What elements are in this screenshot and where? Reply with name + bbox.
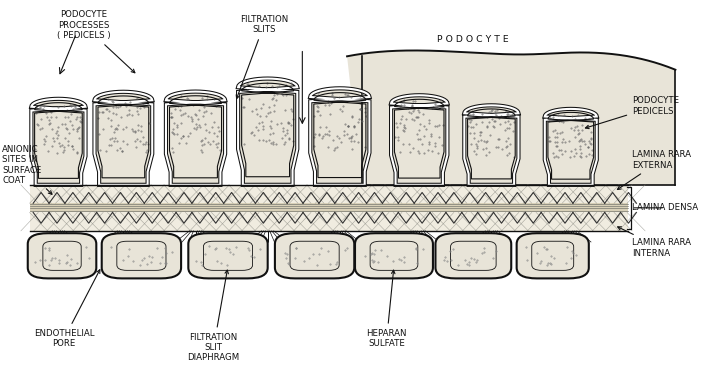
Polygon shape <box>95 92 153 185</box>
Text: PODOCYTE
PEDICELS: PODOCYTE PEDICELS <box>586 97 679 129</box>
Text: LAMINA RARA
EXTERNA: LAMINA RARA EXTERNA <box>617 150 691 189</box>
FancyBboxPatch shape <box>102 233 181 278</box>
FancyBboxPatch shape <box>188 233 268 278</box>
FancyBboxPatch shape <box>275 233 354 278</box>
Polygon shape <box>347 50 675 185</box>
Polygon shape <box>545 109 596 185</box>
Text: ENDOTHELIAL
PORE: ENDOTHELIAL PORE <box>34 270 100 348</box>
Text: LAMINA RARA
INTERNA: LAMINA RARA INTERNA <box>617 227 691 258</box>
Polygon shape <box>310 88 369 185</box>
Text: ANIONIC
SITES IN
SURFACE
COAT: ANIONIC SITES IN SURFACE COAT <box>2 145 52 194</box>
Text: PODOCYTE
PROCESSES
( PEDICELS ): PODOCYTE PROCESSES ( PEDICELS ) <box>57 10 135 73</box>
Text: HEPARAN
SULFATE: HEPARAN SULFATE <box>367 270 407 348</box>
Text: FILTRATION
SLITS: FILTRATION SLITS <box>236 15 288 99</box>
Polygon shape <box>238 79 297 185</box>
Polygon shape <box>464 105 518 185</box>
FancyBboxPatch shape <box>27 233 96 278</box>
FancyBboxPatch shape <box>355 233 433 278</box>
Text: FILTRATION
SLIT
DIAPHRAGM: FILTRATION SLIT DIAPHRAGM <box>187 270 240 362</box>
Text: LAMINA DENSA: LAMINA DENSA <box>632 203 698 213</box>
Polygon shape <box>391 95 448 185</box>
FancyBboxPatch shape <box>517 233 589 278</box>
Bar <box>30 203 628 213</box>
Polygon shape <box>31 99 85 185</box>
FancyBboxPatch shape <box>435 233 511 278</box>
Text: P O D O C Y T E: P O D O C Y T E <box>437 35 509 44</box>
Bar <box>30 185 628 231</box>
Polygon shape <box>166 92 225 185</box>
